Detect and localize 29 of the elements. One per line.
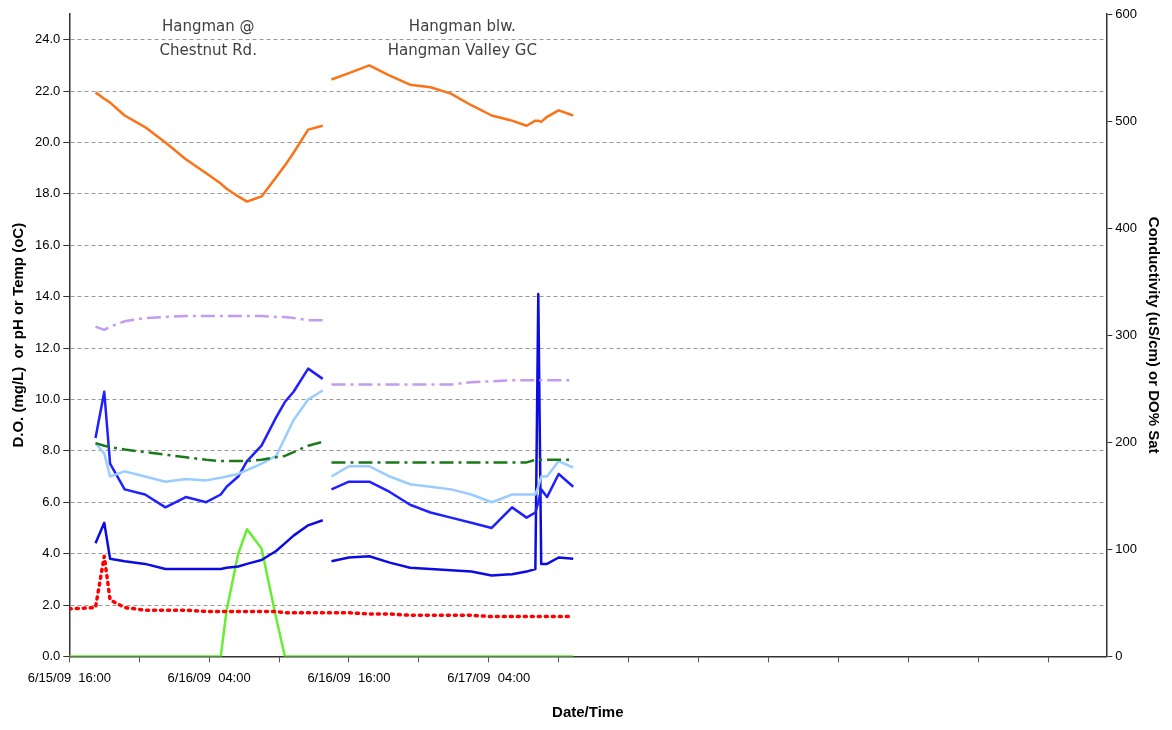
annotation: Hangman blw. Hangman Valley GC (387, 17, 537, 60)
y-tick-label: 16.0 (34, 236, 61, 252)
y2-tick-label: 500 (1115, 112, 1138, 128)
y-tick-label: 18.0 (34, 185, 61, 201)
y-axis-title: D.O. (mg/L) or pH or Temp (oC) (9, 222, 27, 448)
x-tick-label: 6/15/09 16:00 (27, 669, 111, 685)
y-tick-label: 0.0 (42, 647, 61, 663)
y2-tick-label: 200 (1115, 433, 1138, 449)
y2-tick-label: 600 (1115, 5, 1138, 21)
y2-tick-label: 300 (1115, 326, 1138, 342)
x-tick-label: 6/16/09 04:00 (167, 669, 251, 685)
y-tick-label: 22.0 (34, 82, 61, 98)
y-tick-label: 24.0 (34, 31, 61, 47)
y2-tick-label: 0 (1115, 647, 1123, 663)
annotation: Hangman @ Chestnut Rd. (159, 17, 257, 60)
x-tick-label: 6/17/09 04:00 (447, 669, 531, 685)
y-tick-label: 12.0 (34, 339, 61, 355)
y2-tick-label: 100 (1115, 540, 1138, 556)
y-tick-label: 6.0 (42, 493, 61, 509)
y-tick-label: 2.0 (42, 596, 61, 612)
y2-tick-label: 400 (1115, 219, 1138, 235)
y-tick-label: 4.0 (42, 545, 61, 561)
y-tick-label: 10.0 (34, 391, 61, 407)
y2-axis-title: Conductivity (uS/cm) or DO% Sat (1145, 216, 1163, 454)
y-tick-label: 14.0 (34, 288, 61, 304)
x-axis-title: Date/Time (552, 703, 624, 721)
y-tick-label: 8.0 (42, 442, 61, 458)
y-tick-label: 20.0 (34, 134, 61, 150)
x-tick-label: 6/16/09 16:00 (307, 669, 391, 685)
